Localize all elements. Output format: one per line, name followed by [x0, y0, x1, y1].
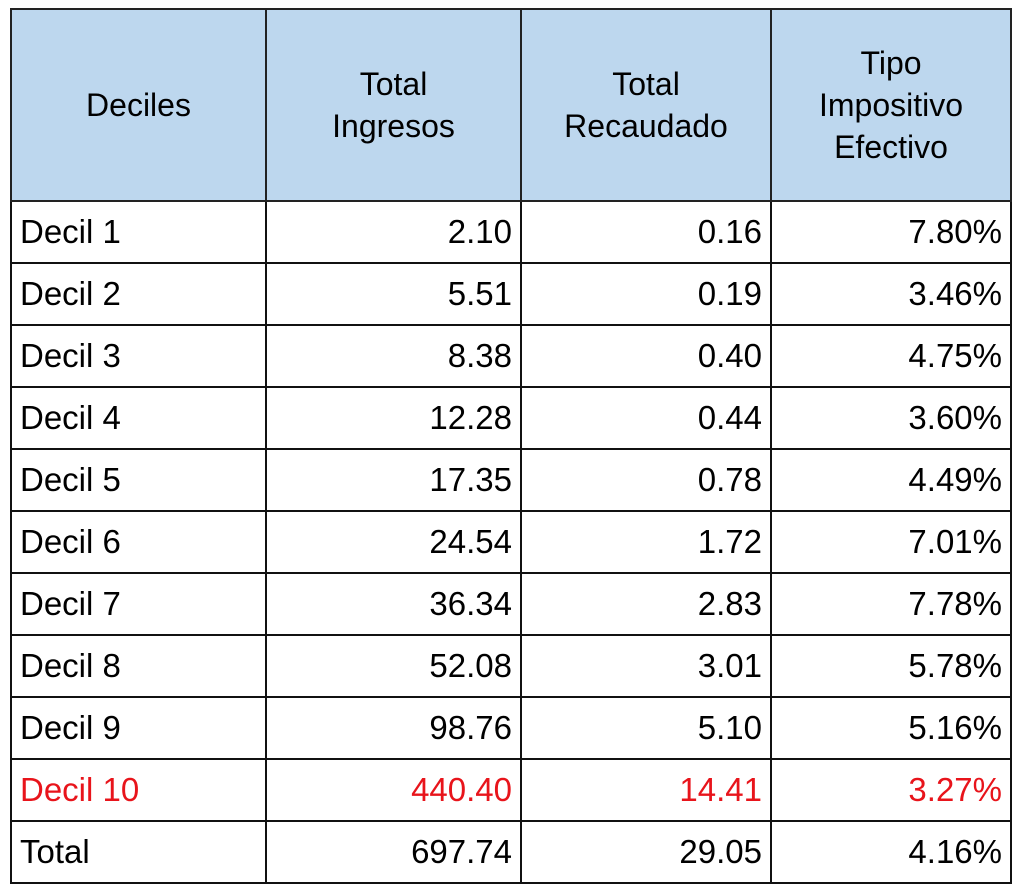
- table-cell: 29.05: [520, 820, 772, 884]
- header-text: Tipo: [860, 45, 922, 81]
- table-cell: 3.60%: [770, 386, 1012, 450]
- table-row: Total 697.74 29.05 4.16%: [10, 820, 1012, 884]
- header-cell: Total Recaudado: [520, 8, 772, 202]
- table-row: Decil 2 5.51 0.19 3.46%: [10, 262, 1012, 326]
- header-text: Deciles: [86, 87, 191, 123]
- table-cell: Decil 3: [10, 324, 267, 388]
- table-cell: 52.08: [265, 634, 522, 698]
- table-row: Decil 10 440.40 14.41 3.27%: [10, 758, 1012, 822]
- table-cell: 7.78%: [770, 572, 1012, 636]
- table-cell: 4.16%: [770, 820, 1012, 884]
- table-row: Decil 3 8.38 0.40 4.75%: [10, 324, 1012, 388]
- table-cell: 0.16: [520, 200, 772, 264]
- header-text: Total: [359, 66, 428, 102]
- table-row: Decil 4 12.28 0.44 3.60%: [10, 386, 1012, 450]
- table-cell: 7.80%: [770, 200, 1012, 264]
- header-text: Efectivo: [834, 129, 948, 165]
- table-row: Decil 5 17.35 0.78 4.49%: [10, 448, 1012, 512]
- table-cell: 14.41: [520, 758, 772, 822]
- table-cell: 5.78%: [770, 634, 1012, 698]
- table-cell: 0.44: [520, 386, 772, 450]
- table-row: Decil 1 2.10 0.16 7.80%: [10, 200, 1012, 264]
- table-cell: Decil 7: [10, 572, 267, 636]
- table-cell: 2.10: [265, 200, 522, 264]
- table-cell: 12.28: [265, 386, 522, 450]
- table-cell: Decil 5: [10, 448, 267, 512]
- table-row: Decil 6 24.54 1.72 7.01%: [10, 510, 1012, 574]
- table-cell: 5.51: [265, 262, 522, 326]
- table-cell: 8.38: [265, 324, 522, 388]
- table-cell: 5.16%: [770, 696, 1012, 760]
- table-cell: 1.72: [520, 510, 772, 574]
- header-text: Total: [612, 66, 680, 102]
- table-cell: 2.83: [520, 572, 772, 636]
- table-cell: 7.01%: [770, 510, 1012, 574]
- header-cell: Tipo Impositivo Efectivo: [770, 8, 1012, 202]
- table-cell: 5.10: [520, 696, 772, 760]
- table-cell: Decil 1: [10, 200, 267, 264]
- table-cell: Decil 9: [10, 696, 267, 760]
- table-cell: 3.46%: [770, 262, 1012, 326]
- table-cell: 0.78: [520, 448, 772, 512]
- table-cell: Decil 8: [10, 634, 267, 698]
- table-cell: 36.34: [265, 572, 522, 636]
- table-cell: 0.19: [520, 262, 772, 326]
- header-text: Ingresos: [332, 108, 455, 144]
- header-text: Impositivo: [818, 87, 964, 123]
- table-cell: 3.01: [520, 634, 772, 698]
- table-cell: Decil 6: [10, 510, 267, 574]
- header-cell: Deciles: [10, 8, 267, 202]
- table-body: Decil 1 2.10 0.16 7.80% Decil 2 5.51 0.19 3.46%…: [10, 200, 1012, 884]
- header-row: Deciles Total Ingresos Total Recaudado Tipo Im…: [10, 8, 1012, 202]
- table-cell: 697.74: [265, 820, 522, 884]
- table-cell: Total: [10, 820, 267, 884]
- table-cell: 17.35: [265, 448, 522, 512]
- table-cell: 4.49%: [770, 448, 1012, 512]
- table-cell: Decil 10: [10, 758, 267, 822]
- header-text: Recaudado: [564, 108, 728, 144]
- table-cell: 4.75%: [770, 324, 1012, 388]
- table-cell: Decil 4: [10, 386, 267, 450]
- deciles-table: Deciles Total Ingresos Total Recaudado Tipo Im…: [10, 8, 1012, 884]
- table-cell: 3.27%: [770, 758, 1012, 822]
- table-row: Decil 8 52.08 3.01 5.78%: [10, 634, 1012, 698]
- table-cell: Decil 2: [10, 262, 267, 326]
- table-cell: 98.76: [265, 696, 522, 760]
- table-cell: 440.40: [265, 758, 522, 822]
- header-cell: Total Ingresos: [265, 8, 522, 202]
- table-row: Decil 9 98.76 5.10 5.16%: [10, 696, 1012, 760]
- table-cell: 0.40: [520, 324, 772, 388]
- table-cell: 24.54: [265, 510, 522, 574]
- table-header: Deciles Total Ingresos Total Recaudado Tipo Im…: [10, 8, 1012, 202]
- table-row: Decil 7 36.34 2.83 7.78%: [10, 572, 1012, 636]
